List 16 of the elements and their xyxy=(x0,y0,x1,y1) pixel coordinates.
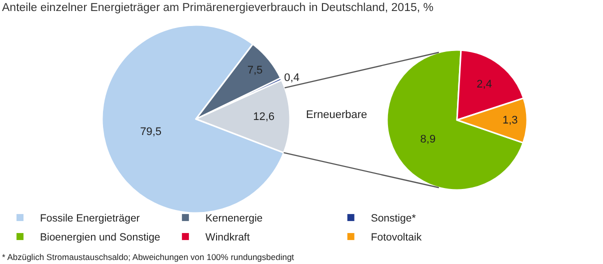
data-label: 2,4 xyxy=(476,78,492,91)
data-label: 1,3 xyxy=(502,114,518,126)
text: * Abzüglich Stromaustauschsaldo; Abweichungen von 100% rundungsbedingt xyxy=(2,252,295,262)
chart-title: Anteile einzelner Energieträger am Primärenergieverbrauch in Deutschland, 2015, % xyxy=(2,2,434,14)
legend-label: Bioenergien und Sonstige xyxy=(40,232,160,244)
data-label: 0,4 xyxy=(284,72,300,84)
data-label: 12,6 xyxy=(253,111,275,124)
text: Erneuerbare xyxy=(306,109,368,121)
legend-label: Kernenergie xyxy=(205,212,263,225)
legend-label: Sonstige* xyxy=(370,212,416,225)
legend-label: Windkraft xyxy=(205,232,250,244)
legend-label: Fossile Energieträger xyxy=(40,212,140,225)
data-label: 79,5 xyxy=(140,126,162,138)
legend-label: Fotovoltaik xyxy=(370,232,422,244)
data-label: 8,9 xyxy=(420,134,436,146)
data-label: 7,5 xyxy=(247,64,263,77)
